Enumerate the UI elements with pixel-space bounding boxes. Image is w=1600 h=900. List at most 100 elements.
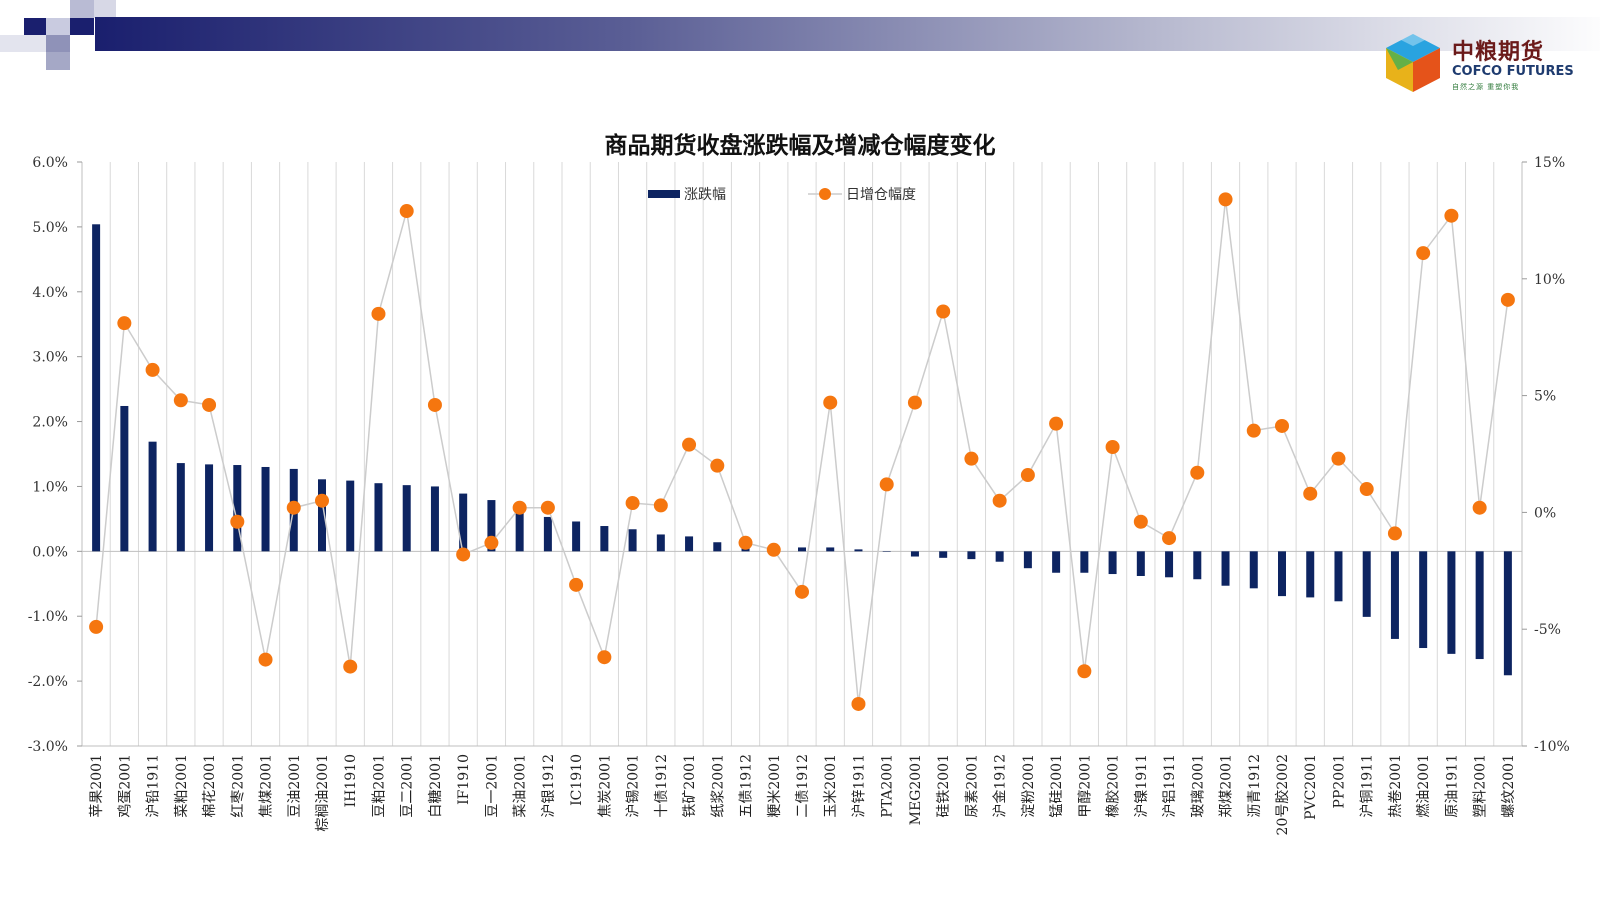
point xyxy=(1444,208,1459,223)
x-tick-label: 白糖2001 xyxy=(428,754,444,818)
x-tick-label: 粳米2001 xyxy=(767,754,783,818)
x-tick-label: 铁矿2001 xyxy=(682,754,698,818)
decor-square xyxy=(46,52,70,70)
y-right-tick-label: 0% xyxy=(1534,505,1556,521)
legend-bar-swatch xyxy=(648,190,680,198)
x-tick-label: PP2001 xyxy=(1331,754,1347,808)
point xyxy=(484,535,499,550)
bar xyxy=(543,516,552,552)
point xyxy=(1190,465,1205,480)
x-tick-label: 20号胶2002 xyxy=(1274,754,1291,835)
decor-square xyxy=(24,18,46,35)
line-series xyxy=(89,192,1515,711)
point xyxy=(1331,451,1346,466)
y-left-tick-label: 5.0% xyxy=(32,220,68,236)
company-logo: 中粮期货 COFCO FUTURES 自然之源 重塑你我 xyxy=(1380,28,1590,98)
x-tick-label: 沪铅1911 xyxy=(146,754,162,818)
point xyxy=(343,659,358,674)
legend-line-label: 日增仓幅度 xyxy=(846,187,916,203)
bar xyxy=(1503,551,1512,676)
point xyxy=(117,316,132,331)
x-tick-label: 甲醇2001 xyxy=(1076,754,1093,818)
bar xyxy=(1052,551,1061,573)
chart-axes xyxy=(81,162,1523,747)
x-tick-label: 沪银1912 xyxy=(541,754,557,818)
x-tick-label: IH1910 xyxy=(343,754,359,807)
x-tick-label: 玻璃2001 xyxy=(1189,754,1206,818)
x-tick-label: 热卷2001 xyxy=(1388,754,1404,818)
x-tick-label: 纸浆2001 xyxy=(710,754,726,818)
bar xyxy=(1390,551,1399,639)
x-tick-label: PVC2001 xyxy=(1303,754,1319,820)
x-tick-label: 燃油2001 xyxy=(1415,754,1432,818)
y-left-tick-label: -2.0% xyxy=(28,674,68,690)
point xyxy=(1387,526,1402,541)
bar xyxy=(318,479,326,552)
bar xyxy=(1278,551,1286,597)
bar xyxy=(600,526,609,552)
point xyxy=(907,395,922,410)
x-tick-label: 尿素2001 xyxy=(964,754,980,818)
decor-square xyxy=(0,35,46,52)
x-tick-label: 沪镍1911 xyxy=(1134,754,1150,818)
bar xyxy=(402,485,411,552)
point xyxy=(1416,246,1431,261)
point xyxy=(879,477,894,492)
bar xyxy=(1165,551,1174,578)
point xyxy=(653,498,668,513)
bar xyxy=(148,441,157,552)
bar xyxy=(1362,551,1371,617)
bar xyxy=(882,551,891,552)
x-tick-label: 菜粕2001 xyxy=(174,754,190,818)
bar xyxy=(826,547,835,552)
point xyxy=(371,306,386,321)
y-left-tick-label: 0.0% xyxy=(32,544,68,560)
x-tick-label: 塑料2001 xyxy=(1473,754,1489,818)
point xyxy=(399,204,414,219)
point xyxy=(1133,514,1148,529)
x-tick-label: 硅铁2001 xyxy=(936,754,952,818)
bar-series xyxy=(92,224,1512,676)
x-tick-label: 棕榈油2001 xyxy=(315,754,331,832)
x-tick-label: 豆粕2001 xyxy=(371,754,387,818)
x-tick-label: 玉米2001 xyxy=(823,754,839,818)
point xyxy=(569,577,584,592)
chart-legend: 涨跌幅 日增仓幅度 xyxy=(648,187,916,203)
tick-labels: -3.0% -2.0% -1.0% 0.0% 1.0% 2.0% 3.0% 4.0% 5.0% 6… xyxy=(28,155,1570,835)
point xyxy=(145,362,160,377)
point xyxy=(173,393,188,408)
point xyxy=(427,397,442,412)
point xyxy=(964,451,979,466)
bar xyxy=(459,493,468,552)
bar xyxy=(515,510,524,552)
bar xyxy=(1249,551,1258,589)
bar xyxy=(572,521,581,552)
y-left-tick-label: 3.0% xyxy=(32,350,68,366)
bar xyxy=(1419,551,1428,649)
point xyxy=(202,397,217,412)
bar xyxy=(939,551,948,558)
x-tick-label: 沪金1912 xyxy=(993,754,1009,818)
x-tick-label: 豆二2001 xyxy=(400,754,416,818)
legend-marker-swatch xyxy=(819,188,831,200)
point xyxy=(1105,439,1120,454)
decor-square xyxy=(70,0,94,18)
bar xyxy=(713,542,722,552)
point xyxy=(992,493,1007,508)
x-tick-label: IC1910 xyxy=(569,754,585,806)
point xyxy=(1162,531,1177,546)
company-tagline: 自然之源 重塑你我 xyxy=(1452,83,1520,91)
x-tick-label: 橡胶2001 xyxy=(1105,754,1122,818)
bar xyxy=(374,483,383,552)
bar xyxy=(176,463,185,552)
bar xyxy=(1475,551,1484,660)
bar xyxy=(1306,551,1315,598)
y-right-tick-label: -5% xyxy=(1534,622,1561,638)
bar xyxy=(1447,551,1456,654)
point xyxy=(682,437,697,452)
x-tick-label: 沪铝1911 xyxy=(1162,754,1178,818)
x-tick-label: 焦煤2001 xyxy=(259,754,275,818)
x-tick-label: 菜油2001 xyxy=(513,754,529,818)
x-tick-label: 锰硅2001 xyxy=(1049,754,1065,818)
point xyxy=(258,652,273,667)
